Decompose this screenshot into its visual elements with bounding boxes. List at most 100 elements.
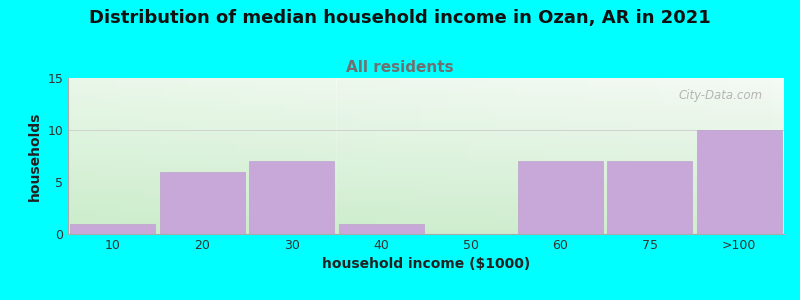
Bar xyxy=(68,145,784,146)
Bar xyxy=(68,87,784,88)
Bar xyxy=(68,180,784,181)
Bar xyxy=(294,78,297,234)
Bar xyxy=(508,78,512,234)
Bar xyxy=(68,204,784,205)
Bar xyxy=(161,78,165,234)
Bar xyxy=(68,123,784,124)
Bar xyxy=(638,78,641,234)
Bar xyxy=(598,78,602,234)
Bar xyxy=(194,78,197,234)
Bar xyxy=(68,106,784,107)
Bar xyxy=(512,78,515,234)
Bar xyxy=(68,212,784,213)
Bar xyxy=(68,162,784,163)
Bar xyxy=(68,164,784,165)
Bar xyxy=(68,199,784,200)
Bar xyxy=(68,78,784,79)
Bar xyxy=(197,78,201,234)
Bar xyxy=(655,78,658,234)
Bar xyxy=(68,196,784,197)
Bar xyxy=(68,102,784,103)
Bar xyxy=(68,178,784,179)
Bar xyxy=(229,78,233,234)
Bar xyxy=(537,78,541,234)
Bar xyxy=(68,95,784,96)
Bar xyxy=(68,124,784,125)
Bar xyxy=(68,131,784,132)
Bar xyxy=(243,78,247,234)
Bar xyxy=(290,78,294,234)
Bar xyxy=(68,127,784,128)
Bar xyxy=(68,189,784,190)
Bar xyxy=(68,120,784,121)
Bar xyxy=(376,78,379,234)
Bar xyxy=(68,174,784,175)
Bar xyxy=(68,138,784,139)
Bar xyxy=(752,78,755,234)
Bar xyxy=(658,78,662,234)
Bar xyxy=(702,78,706,234)
Bar xyxy=(473,78,476,234)
Bar xyxy=(437,78,440,234)
Bar xyxy=(68,143,784,144)
Bar xyxy=(68,167,784,168)
Bar xyxy=(68,233,784,234)
Bar xyxy=(154,78,158,234)
Bar xyxy=(680,78,684,234)
Bar xyxy=(68,121,784,122)
Bar xyxy=(68,126,784,127)
Bar xyxy=(68,85,784,86)
Bar xyxy=(315,78,318,234)
Bar xyxy=(204,78,208,234)
Bar xyxy=(451,78,454,234)
Bar xyxy=(68,175,784,176)
Bar xyxy=(129,78,133,234)
Bar xyxy=(133,78,136,234)
Text: City-Data.com: City-Data.com xyxy=(678,89,762,102)
Bar xyxy=(712,78,716,234)
Bar xyxy=(318,78,322,234)
Bar xyxy=(68,112,784,113)
Bar xyxy=(777,78,781,234)
Bar xyxy=(379,78,383,234)
Bar xyxy=(68,160,784,161)
Bar xyxy=(394,78,398,234)
Bar xyxy=(68,207,784,208)
Bar xyxy=(469,78,473,234)
Bar xyxy=(666,78,670,234)
Bar xyxy=(68,91,784,92)
Bar xyxy=(222,78,226,234)
Bar xyxy=(68,117,784,118)
Bar xyxy=(522,78,526,234)
Bar xyxy=(68,132,784,133)
Bar xyxy=(68,142,784,143)
Bar xyxy=(730,78,734,234)
Bar xyxy=(697,130,782,234)
Bar xyxy=(160,172,245,234)
Bar xyxy=(165,78,168,234)
Bar xyxy=(68,192,784,193)
Bar xyxy=(68,147,784,148)
X-axis label: household income ($1000): household income ($1000) xyxy=(322,257,530,272)
Bar xyxy=(590,78,594,234)
Bar xyxy=(126,78,129,234)
Bar xyxy=(250,78,254,234)
Bar xyxy=(616,78,619,234)
Bar xyxy=(68,230,784,231)
Bar xyxy=(68,144,784,145)
Bar xyxy=(505,78,508,234)
Bar xyxy=(634,78,638,234)
Bar xyxy=(709,78,713,234)
Bar xyxy=(641,78,644,234)
Bar xyxy=(68,218,784,219)
Bar xyxy=(68,84,784,85)
Bar xyxy=(594,78,598,234)
Bar xyxy=(68,228,784,229)
Bar xyxy=(68,231,784,232)
Bar xyxy=(68,93,784,94)
Bar xyxy=(551,78,555,234)
Bar xyxy=(139,78,143,234)
Bar xyxy=(447,78,451,234)
Bar xyxy=(68,135,784,136)
Bar xyxy=(544,78,548,234)
